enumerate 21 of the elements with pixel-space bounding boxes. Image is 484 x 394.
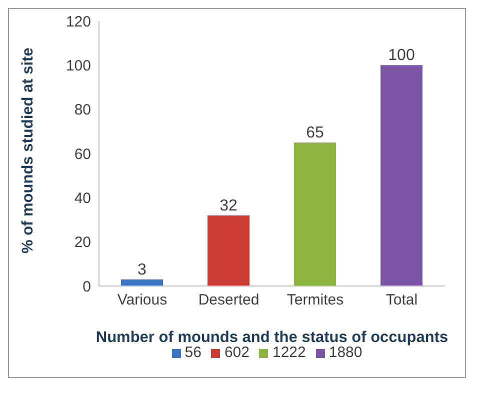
y-tick-label: 120 [66, 13, 91, 30]
y-tick-label: 40 [74, 190, 91, 207]
x-tick-label: Total [386, 292, 418, 309]
data-label: 3 [138, 261, 147, 278]
x-tick-label: Deserted [198, 292, 260, 309]
legend-label: 1880 [328, 344, 362, 361]
legend-label: 56 [184, 344, 202, 361]
data-label: 100 [388, 47, 415, 64]
y-tick-label: 20 [74, 234, 91, 252]
x-axis-title: Number of mounds and the status of occupants [96, 329, 448, 346]
legend-label: 602 [224, 344, 250, 361]
y-tick-label: 60 [74, 146, 91, 163]
x-tick-label: Various [117, 292, 168, 309]
y-axis-title: % of mounds studied at site [20, 47, 37, 254]
legend-label: 1222 [272, 344, 306, 361]
y-tick-label: 0 [82, 278, 91, 296]
y-tick-label: 100 [66, 57, 91, 74]
x-tick-label: Termites [286, 292, 344, 309]
data-label: 32 [220, 197, 238, 214]
data-label: 65 [306, 124, 324, 142]
y-tick-label: 80 [74, 102, 91, 119]
